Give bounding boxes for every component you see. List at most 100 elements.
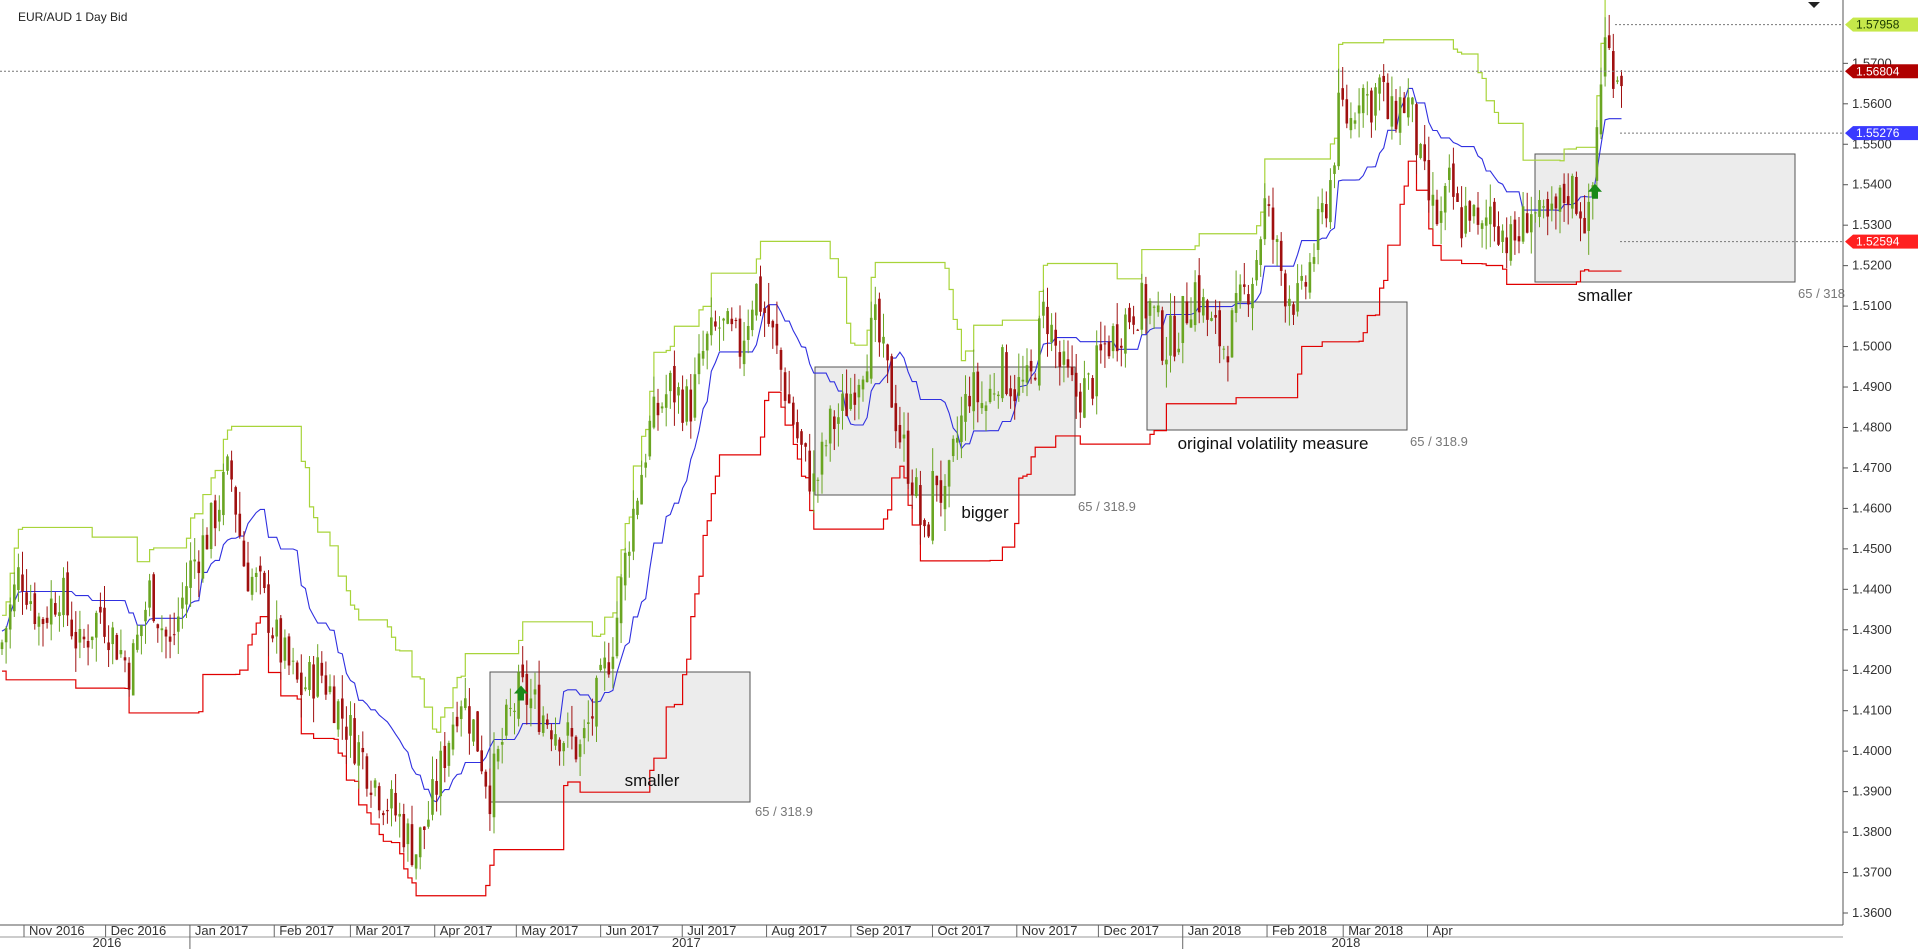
candle-body [185,586,188,605]
candle-body [997,394,1000,397]
candle-body [271,635,274,639]
y-tick-label: 1.4300 [1852,622,1892,637]
candle-body [906,430,910,484]
candle-body [1312,257,1316,264]
candle-body [759,276,762,312]
candle-body [1620,75,1623,87]
candle-body [148,580,151,608]
candle-body [365,756,369,789]
candle-body [1279,240,1283,271]
candle-body [246,562,250,592]
candle-body [1144,284,1148,319]
x-month-label: May 2017 [521,923,578,938]
candle-body [689,389,693,422]
annotation-sublabel: 65 / 318.9 [1078,499,1136,514]
price-tag-label: 1.55276 [1856,126,1900,140]
candle-body [242,540,246,567]
candle-body [890,356,893,408]
candle-body [316,657,319,697]
y-tick-label: 1.3600 [1852,905,1892,920]
candle-body [808,450,811,492]
candle-body [1152,306,1156,308]
candle-body [582,728,586,739]
candle-body [1333,165,1336,174]
candle-body [755,283,758,316]
candle-body [86,640,90,648]
candle-body [1087,373,1090,375]
candle-body [1267,204,1271,206]
candle-body [599,664,602,671]
candle-body [127,662,131,690]
candle-body [742,340,746,365]
candle-body [341,698,344,719]
candle-body [1300,275,1303,281]
candle-body [792,402,795,425]
candle-body [78,628,82,643]
candle-body [1427,160,1431,201]
x-month-label: Dec 2016 [111,923,167,938]
candle-body [648,420,652,457]
candle-body [673,365,676,403]
x-month-label: Jan 2017 [195,923,249,938]
candle-body [250,576,254,595]
x-month-label: Mar 2017 [355,923,410,938]
candle-body [738,318,742,357]
candle-body [464,698,467,708]
candle-body [472,719,475,742]
candle-body [951,438,955,457]
y-tick-label: 1.4400 [1852,581,1892,596]
candle-body [505,704,508,736]
candle-body [701,351,705,359]
candle-body [1042,301,1045,316]
candle-body [17,567,20,591]
y-tick-label: 1.4500 [1852,541,1892,556]
candle-body [164,629,168,637]
candle-body [927,524,930,537]
candle-body [828,408,832,444]
x-month-label: Nov 2017 [1022,923,1078,938]
candle-body [751,309,754,331]
candle-body [841,393,844,411]
candle-body [546,719,549,725]
candle-body [1103,343,1107,345]
candle-body [697,353,701,375]
x-month-label: Apr 2017 [440,923,493,938]
candle-body [131,643,135,696]
y-tick-label: 1.5100 [1852,298,1892,313]
candle-body [521,664,524,678]
candle-body [960,415,963,443]
candle-body [1509,224,1513,261]
candle-body [898,425,902,443]
candle-body [111,627,114,645]
candle-body [1530,214,1533,233]
candle-body [218,509,221,522]
candle-body [45,617,49,623]
candle-body [566,722,570,736]
candle-body [1304,282,1308,287]
candle-body [1443,185,1447,213]
candle-body [90,636,94,641]
candle-body [894,403,898,432]
candle-body [414,854,418,869]
candle-body [615,617,619,657]
candle-body [1341,88,1344,100]
y-tick-label: 1.4000 [1852,743,1892,758]
candle-body [1218,310,1221,347]
x-month-label: Dec 2017 [1103,923,1159,938]
candle-body [308,662,311,690]
candle-body [152,574,155,622]
y-tick-label: 1.3800 [1852,824,1892,839]
candle-body [1181,295,1185,344]
candle-body [1607,35,1611,49]
candle-body [115,634,119,660]
candle-body [1497,226,1500,245]
candle-body [804,443,807,447]
candle-body [1603,37,1607,77]
x-month-label: Oct 2017 [937,923,990,938]
candle-body [874,304,877,320]
chart-menu-chevron-icon[interactable] [1808,2,1820,8]
candle-body [882,336,885,344]
candle-body [611,656,615,669]
candle-body [910,482,914,496]
